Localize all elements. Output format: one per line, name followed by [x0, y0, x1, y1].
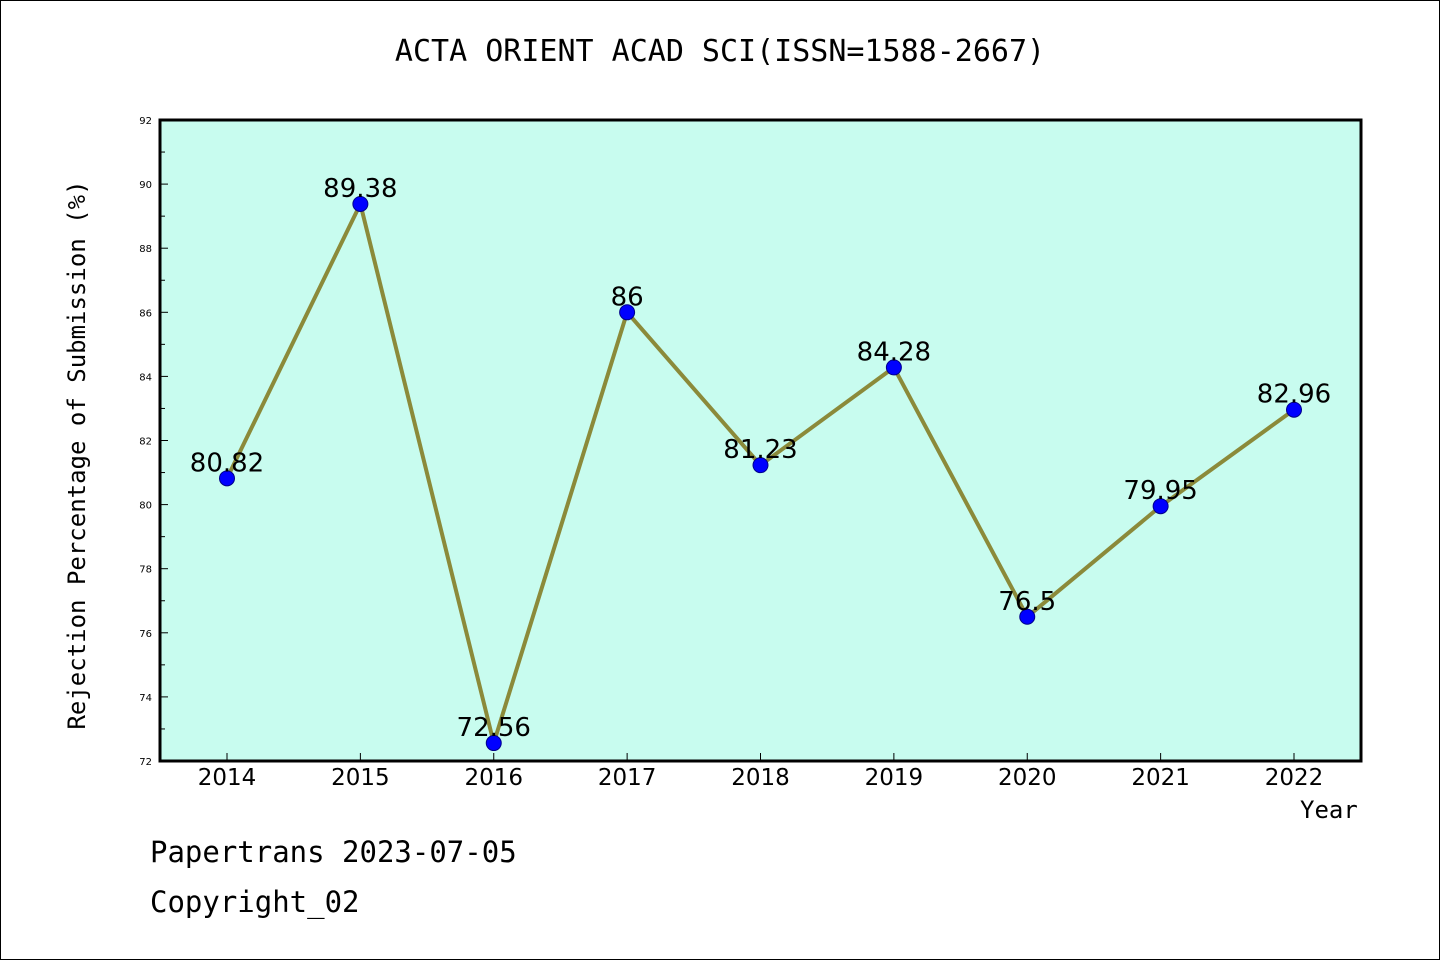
- data-point: [352, 195, 369, 212]
- data-point: [752, 457, 769, 474]
- x-axis-label: Year: [1300, 796, 1358, 824]
- y-tick-label: 78: [139, 565, 152, 576]
- y-tick-label: 92: [139, 116, 152, 127]
- y-tick-label: 86: [139, 308, 152, 319]
- data-label: 86: [611, 282, 644, 312]
- data-label: 81.23: [723, 435, 797, 465]
- y-tick-label: 76: [139, 629, 152, 640]
- data-label: 82.96: [1257, 380, 1331, 410]
- data-label: 80.82: [190, 448, 264, 478]
- data-label: 76.5: [998, 587, 1056, 617]
- data-label: 89.38: [323, 174, 397, 204]
- data-point: [1286, 401, 1302, 418]
- x-tick-label: 2022: [1265, 765, 1324, 791]
- y-tick-label: 84: [139, 372, 152, 383]
- x-tick-label: 2021: [1131, 765, 1190, 791]
- data-point: [885, 359, 902, 376]
- data-label: 84.28: [857, 337, 931, 367]
- x-tick-label: 2016: [464, 765, 523, 791]
- footer-date: Papertrans 2023-07-05: [150, 835, 517, 869]
- data-point: [1152, 498, 1169, 515]
- plot-border: [158, 118, 1363, 763]
- y-tick-label: 90: [139, 180, 152, 191]
- x-tick-label: 2017: [598, 765, 657, 791]
- data-point: [1019, 608, 1036, 625]
- x-tick-label: 2018: [731, 765, 790, 791]
- data-labels: 80.82 89.38 72.56 86 81.23 84.28 76.5 79.95 82.9…: [190, 174, 1331, 743]
- x-axis: 2014 2015 2016 2017 2018 2019 2020 2021 2022: [198, 753, 1324, 791]
- x-tick-label: 2014: [198, 765, 257, 791]
- x-tick-label: 2019: [865, 765, 924, 791]
- series-line-group: [219, 195, 1302, 752]
- y-tick-label: 82: [139, 437, 152, 448]
- data-label: 72.56: [457, 713, 531, 743]
- data-point: [219, 470, 235, 487]
- y-tick-label: 74: [139, 693, 152, 704]
- y-tick-label: 88: [139, 244, 152, 255]
- x-tick-label: 2015: [331, 765, 390, 791]
- chart-title: ACTA ORIENT ACAD SCI(ISSN=1588-2667): [394, 34, 1046, 69]
- data-point: [485, 735, 502, 752]
- footer-copyright: Copyright_02: [150, 885, 360, 919]
- x-tick-label: 2020: [998, 765, 1057, 791]
- y-tick-label: 80: [139, 501, 152, 512]
- data-point: [619, 304, 636, 321]
- plot-area: [160, 120, 1361, 761]
- y-tick-label: 72: [139, 757, 152, 768]
- data-label: 79.95: [1123, 476, 1197, 506]
